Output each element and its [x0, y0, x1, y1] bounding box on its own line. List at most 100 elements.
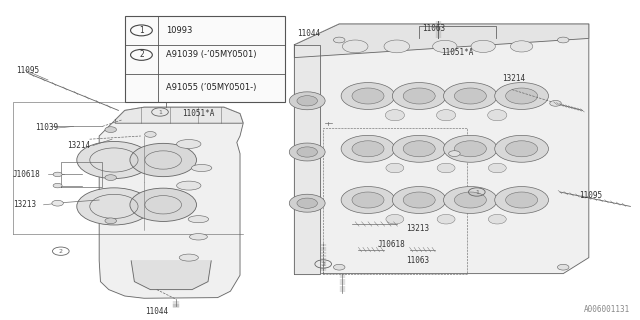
Text: 13214: 13214: [67, 141, 90, 150]
Circle shape: [403, 141, 435, 157]
Ellipse shape: [385, 109, 404, 121]
Ellipse shape: [179, 254, 198, 261]
Circle shape: [53, 183, 62, 188]
Circle shape: [403, 88, 435, 104]
Circle shape: [352, 141, 384, 157]
Circle shape: [77, 141, 151, 179]
Circle shape: [52, 200, 63, 206]
Polygon shape: [294, 24, 589, 58]
Polygon shape: [115, 107, 243, 123]
Ellipse shape: [342, 40, 368, 53]
Circle shape: [289, 92, 325, 110]
Text: 11063: 11063: [406, 256, 429, 265]
Text: 2: 2: [139, 50, 144, 60]
Ellipse shape: [510, 41, 532, 52]
Ellipse shape: [161, 90, 172, 99]
Text: J10618: J10618: [378, 240, 405, 249]
Circle shape: [341, 83, 395, 109]
Circle shape: [506, 88, 538, 104]
Ellipse shape: [437, 163, 455, 173]
Circle shape: [289, 194, 325, 212]
Circle shape: [333, 37, 345, 43]
Circle shape: [392, 135, 446, 162]
Circle shape: [352, 192, 384, 208]
Circle shape: [333, 264, 345, 270]
Circle shape: [392, 83, 446, 109]
Circle shape: [130, 143, 196, 177]
Text: 13213: 13213: [13, 200, 36, 209]
Circle shape: [557, 37, 569, 43]
Circle shape: [289, 143, 325, 161]
Circle shape: [145, 132, 156, 137]
Text: 11044: 11044: [298, 29, 321, 38]
Polygon shape: [99, 107, 243, 298]
Ellipse shape: [436, 109, 456, 121]
Text: A91039 (-’05MY0501): A91039 (-’05MY0501): [166, 50, 256, 60]
Text: 13213: 13213: [406, 224, 429, 233]
Polygon shape: [131, 261, 211, 290]
Circle shape: [506, 192, 538, 208]
Polygon shape: [294, 45, 320, 274]
Text: 13214: 13214: [502, 74, 525, 83]
Ellipse shape: [488, 163, 506, 173]
Circle shape: [449, 151, 460, 156]
Text: 11039: 11039: [35, 124, 58, 132]
Text: 2: 2: [321, 261, 325, 267]
Circle shape: [403, 192, 435, 208]
Circle shape: [495, 83, 548, 109]
Circle shape: [105, 175, 116, 180]
Text: 11044: 11044: [145, 308, 168, 316]
Text: 11051*A: 11051*A: [182, 109, 215, 118]
Circle shape: [495, 187, 548, 213]
Ellipse shape: [384, 40, 410, 53]
Circle shape: [341, 135, 395, 162]
Text: 10993: 10993: [166, 26, 192, 35]
Ellipse shape: [437, 214, 455, 224]
Circle shape: [444, 135, 497, 162]
Circle shape: [454, 141, 486, 157]
Bar: [125, 16, 285, 102]
Text: 1: 1: [475, 189, 479, 195]
Circle shape: [130, 188, 196, 221]
Circle shape: [105, 218, 116, 224]
Circle shape: [297, 96, 317, 106]
Text: 11063: 11063: [422, 24, 445, 33]
Ellipse shape: [189, 234, 207, 240]
Circle shape: [53, 172, 62, 177]
Circle shape: [352, 88, 384, 104]
Text: 1: 1: [158, 109, 162, 115]
Ellipse shape: [386, 163, 404, 173]
Circle shape: [454, 192, 486, 208]
Circle shape: [557, 264, 569, 270]
Circle shape: [550, 100, 561, 106]
Ellipse shape: [488, 214, 506, 224]
Text: 11095: 11095: [579, 191, 602, 200]
Circle shape: [444, 83, 497, 109]
Text: 11051*A: 11051*A: [442, 48, 474, 57]
Text: 2: 2: [59, 249, 63, 254]
Circle shape: [392, 187, 446, 213]
Ellipse shape: [191, 164, 212, 172]
Circle shape: [77, 188, 151, 225]
Ellipse shape: [188, 216, 209, 223]
Circle shape: [297, 147, 317, 157]
Circle shape: [105, 127, 116, 132]
Text: J10618: J10618: [13, 170, 40, 179]
Text: A006001131: A006001131: [584, 305, 630, 314]
Polygon shape: [294, 24, 589, 274]
Circle shape: [341, 187, 395, 213]
Ellipse shape: [433, 40, 457, 52]
Circle shape: [495, 135, 548, 162]
Text: 11095: 11095: [16, 66, 39, 75]
Ellipse shape: [177, 140, 201, 148]
Circle shape: [444, 187, 497, 213]
Text: 1: 1: [139, 26, 144, 35]
Ellipse shape: [471, 40, 495, 52]
Circle shape: [297, 198, 317, 208]
Ellipse shape: [386, 214, 404, 224]
Circle shape: [454, 88, 486, 104]
Text: A91055 (’05MY0501-): A91055 (’05MY0501-): [166, 84, 256, 92]
Ellipse shape: [488, 109, 507, 121]
Circle shape: [506, 141, 538, 157]
Ellipse shape: [177, 181, 201, 190]
